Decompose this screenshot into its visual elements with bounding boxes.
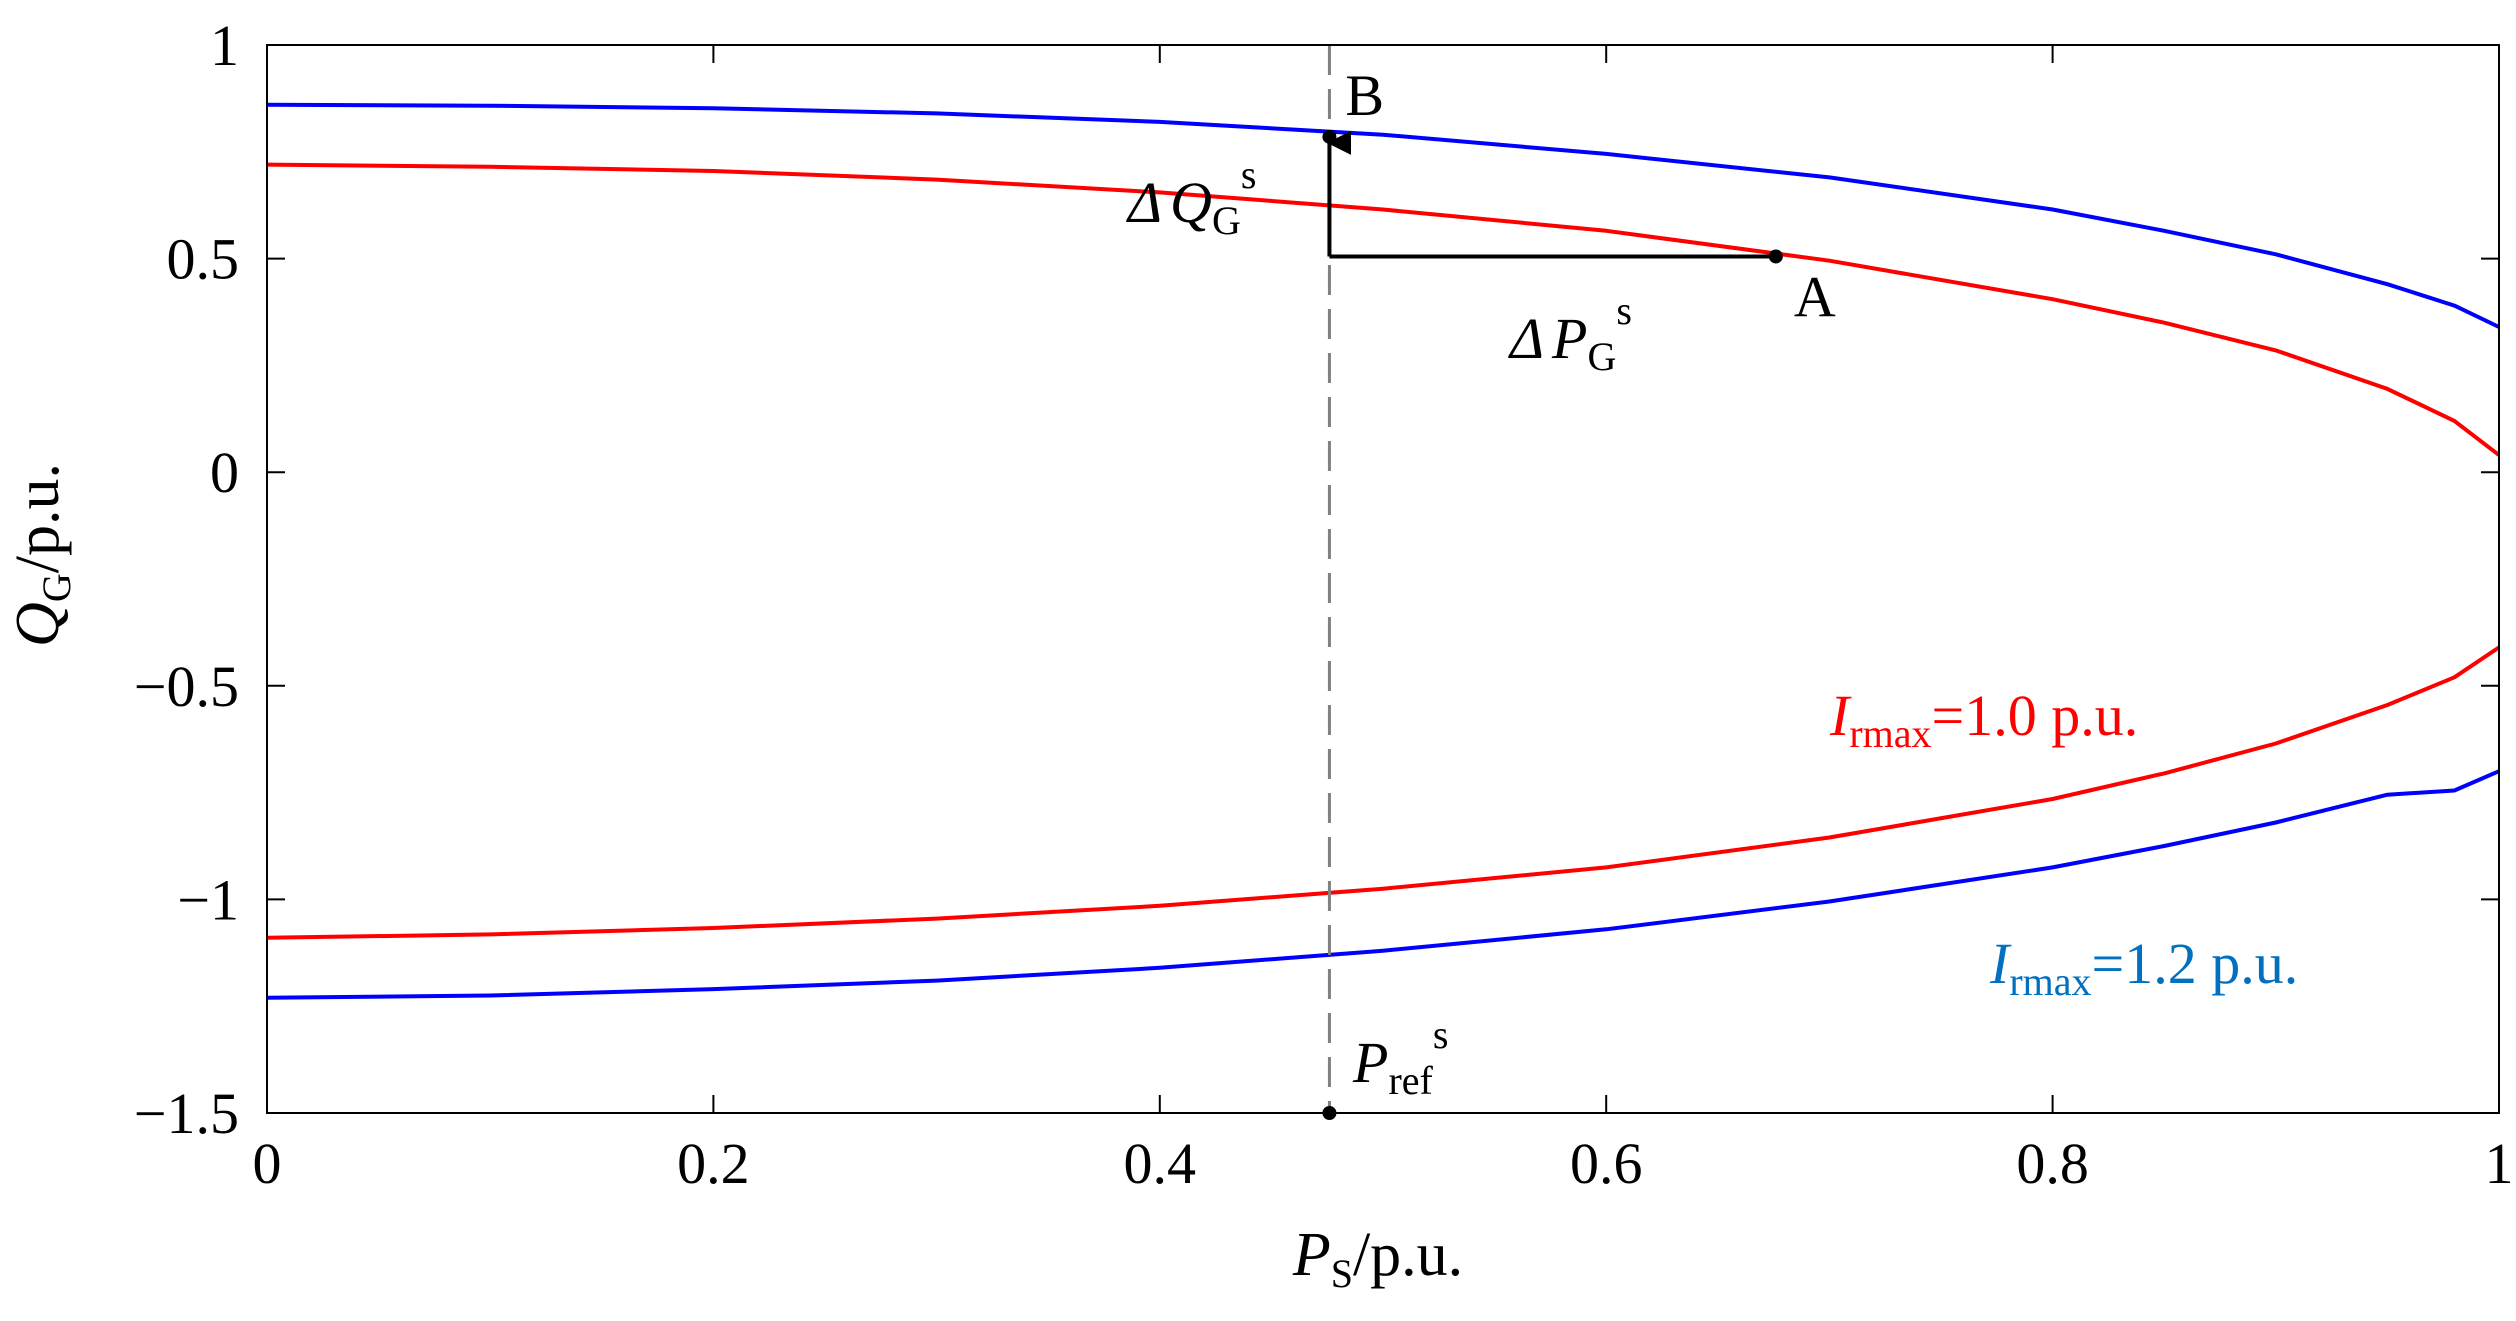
point-b-label: B [1345,63,1384,128]
series-line-4 [266,769,2500,1000]
y-tick-label: −1.5 [134,1081,239,1146]
x-tick-label: 0.2 [677,1131,750,1196]
p-ref-label: Prefs [1352,1012,1448,1103]
series-layer [266,102,2501,1000]
point-a-marker [1768,249,1783,264]
x-tick-label: 0.8 [2016,1131,2089,1196]
x-axis-label: PS/p.u. [1292,1221,1463,1296]
y-tick-label: 1 [210,13,239,78]
delta-p-label: Δ PGs [1508,288,1632,379]
legend-blue-label: Irmax=1.2 p.u. [1989,931,2298,1004]
series-line-1 [266,162,2501,457]
point-b-marker [1322,129,1337,144]
x-tick-label: 1 [2485,1131,2514,1196]
legend-red-label: Irmax=1.0 p.u. [1829,683,2138,756]
series-line-3 [266,102,2500,329]
annotation-layer: AB [1322,63,1836,1120]
y-tick-label: −0.5 [134,654,239,719]
y-tick-label: 0 [210,440,239,505]
point-a-label: A [1794,264,1836,329]
x-tick-label: 0 [253,1131,282,1196]
plot-frame [266,44,2500,1114]
x-tick-label: 0.4 [1124,1131,1197,1196]
delta-q-label: Δ QGs [1126,152,1256,243]
y-tick-label: −1 [177,867,239,932]
series-line-2 [266,645,2501,940]
y-tick-label: 0.5 [167,227,240,292]
x-tick-label: 0.6 [1570,1131,1643,1196]
y-axis-label: QG/p.u. [4,463,79,647]
tick-layer: 0 0.2 0.4 0.6 0.8 1 1 0.5 0 −0.5 −1 −1.5 [134,13,2514,1196]
